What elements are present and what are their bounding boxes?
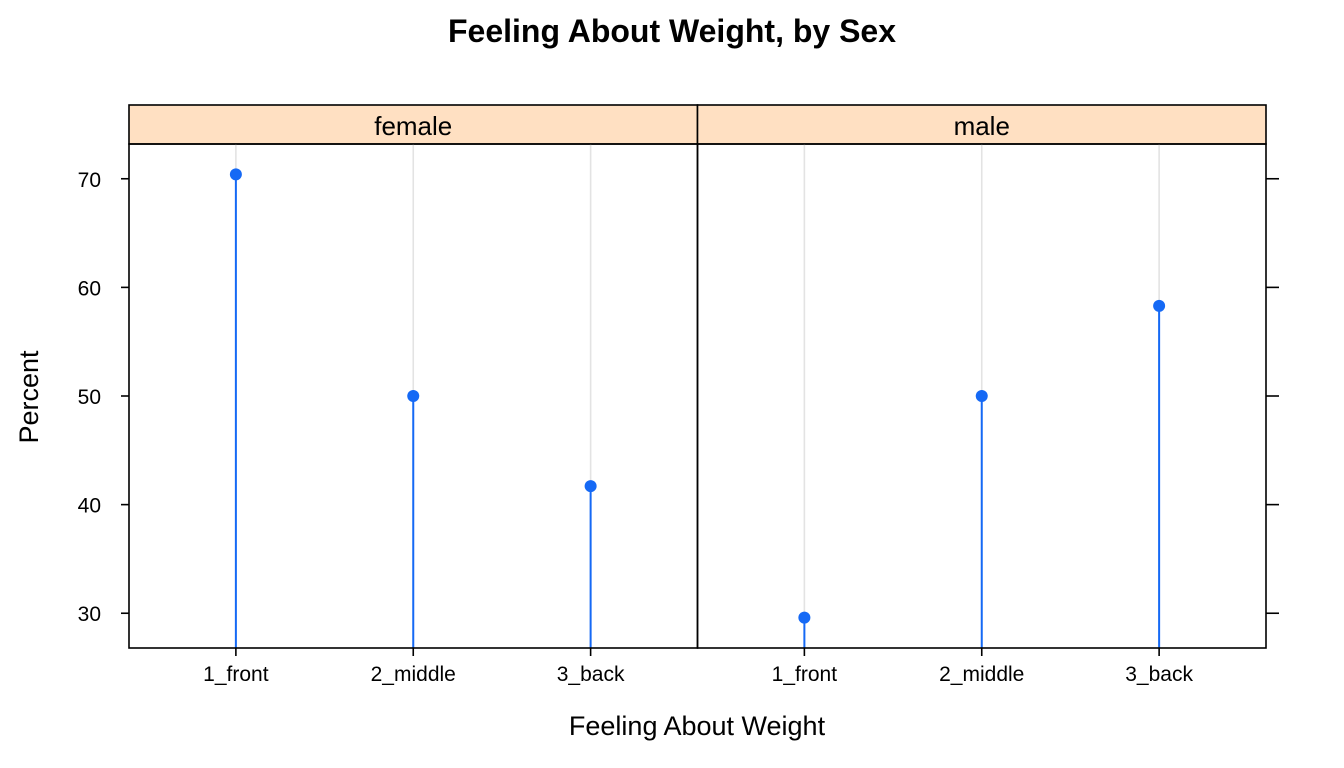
point-male-1_front [798, 611, 811, 624]
point-female-2_middle [407, 390, 420, 402]
y-tick-label: 70 [78, 169, 101, 192]
y-tick-label: 50 [78, 386, 101, 409]
point-male-3_back [1153, 299, 1166, 312]
x-tick-label: 3_back [1125, 663, 1193, 686]
x-axis-label: Feeling About Weight [569, 711, 826, 741]
strip-male [696, 104, 1267, 145]
point-female-3_back [584, 480, 597, 493]
panels: female 1_front 2_middle 3_back male 1_front 2_… [78, 104, 1279, 686]
y-tick-label: 30 [78, 603, 101, 626]
y-axis-label: Percent [14, 350, 44, 444]
panel-male: male 1_front 2_middle 3_back [696, 104, 1267, 686]
y-tick-label: 60 [78, 277, 101, 300]
chart-title: Feeling About Weight, by Sex [448, 13, 896, 49]
point-male-2_middle [975, 390, 988, 402]
strip-label-female: female [374, 111, 452, 141]
x-tick-label: 1_front [203, 663, 269, 686]
x-tick-label: 3_back [557, 663, 625, 686]
y-axis: 30 40 50 60 70 [78, 169, 1279, 626]
strip-label-male: male [954, 111, 1010, 141]
strip-female [128, 104, 699, 145]
point-female-1_front [229, 168, 242, 181]
x-tick-label: 2_middle [371, 663, 456, 686]
y-tick-label: 40 [78, 495, 101, 518]
panel-female: female 1_front 2_middle 3_back [128, 104, 699, 686]
x-tick-label: 2_middle [939, 663, 1024, 686]
x-tick-label: 1_front [772, 663, 838, 686]
